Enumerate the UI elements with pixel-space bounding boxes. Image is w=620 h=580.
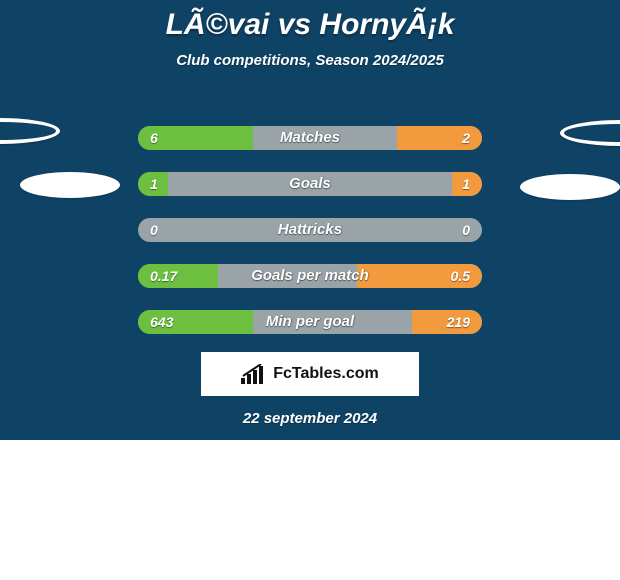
brand-box: FcTables.com: [201, 352, 419, 396]
ellipse-icon: [20, 172, 120, 198]
stat-row: 0.170.5Goals per match: [138, 264, 482, 288]
comparison-card: LÃ©vai vs HornyÃ¡k Club competitions, Se…: [0, 0, 620, 440]
date-text: 22 september 2024: [0, 410, 620, 427]
stat-row: 643219Min per goal: [138, 310, 482, 334]
stat-row: 11Goals: [138, 172, 482, 196]
page-subtitle: Club competitions, Season 2024/2025: [0, 52, 620, 69]
brand-text: FcTables.com: [273, 365, 379, 383]
brand-icon: [241, 364, 267, 384]
left-decor: [0, 118, 120, 208]
stat-label: Hattricks: [138, 218, 482, 242]
ellipse-icon: [520, 174, 620, 200]
right-decor: [500, 120, 620, 210]
stat-row: 62Matches: [138, 126, 482, 150]
page-title: LÃ©vai vs HornyÃ¡k: [0, 0, 620, 42]
stat-label: Goals per match: [138, 264, 482, 288]
stat-label: Min per goal: [138, 310, 482, 334]
ellipse-icon: [560, 120, 620, 146]
stat-rows: 62Matches 11Goals 00Hattricks 0.170.5Goals …: [138, 126, 482, 356]
stat-label: Matches: [138, 126, 482, 150]
stat-row: 00Hattricks: [138, 218, 482, 242]
stat-label: Goals: [138, 172, 482, 196]
ellipse-icon: [0, 118, 60, 144]
